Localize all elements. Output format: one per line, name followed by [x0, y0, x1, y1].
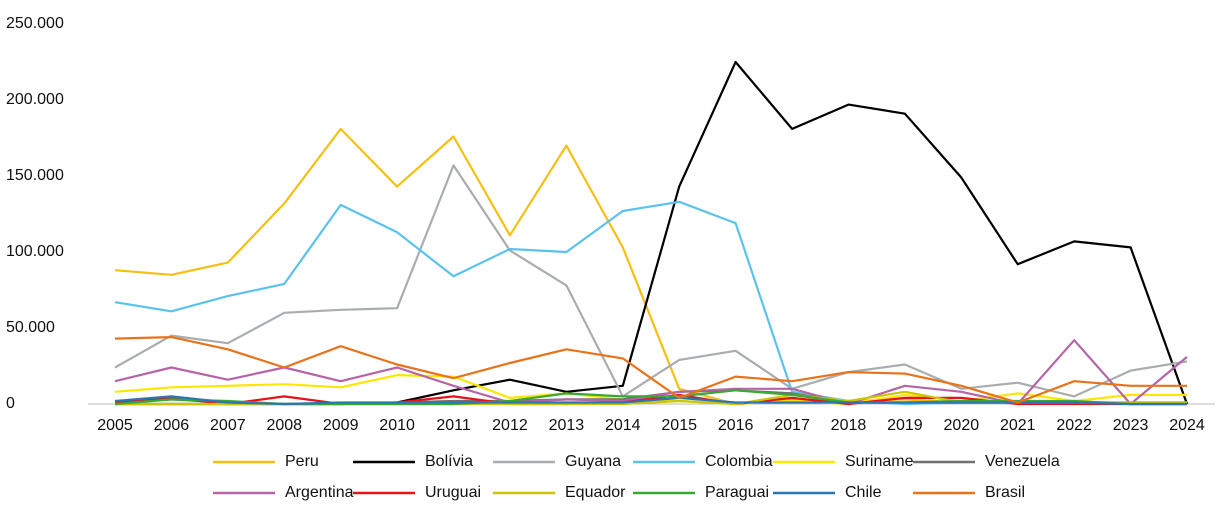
y-tick-label: 0 [6, 395, 15, 412]
legend-label: Venezuela [985, 453, 1060, 470]
y-tick-label: 200.000 [6, 91, 64, 108]
legend-label: Suriname [845, 453, 914, 470]
y-tick-label: 250.000 [6, 15, 64, 32]
legend-label: Equador [565, 484, 626, 501]
x-tick-label: 2017 [774, 417, 810, 434]
y-tick-label: 150.000 [6, 167, 64, 184]
x-tick-label: 2008 [266, 417, 302, 434]
legend-label: Uruguai [425, 484, 481, 501]
x-tick-label: 2006 [154, 417, 190, 434]
x-tick-label: 2012 [492, 417, 528, 434]
x-tick-label: 2022 [1056, 417, 1092, 434]
x-tick-label: 2011 [436, 417, 471, 434]
x-tick-label: 2015 [661, 417, 697, 434]
x-tick-label: 2023 [1113, 417, 1149, 434]
x-tick-label: 2016 [718, 417, 754, 434]
legend-label: Chile [845, 484, 882, 501]
x-tick-label: 2019 [887, 417, 923, 434]
series-line [114, 395, 1187, 406]
y-tick-label: 100.000 [6, 243, 64, 260]
y-tick-label: 50.000 [6, 319, 55, 336]
x-tick-label: 2020 [944, 417, 980, 434]
legend-label: Paraguai [705, 484, 769, 501]
series-line [114, 339, 1188, 406]
legend-label: Guyana [565, 453, 621, 470]
x-tick-label: 2009 [323, 417, 359, 434]
legend-label: Argentina [285, 484, 354, 501]
series-line [115, 60, 1189, 406]
legend-label: Brasil [985, 484, 1025, 501]
series-line [114, 127, 1187, 406]
x-tick-label: 2018 [831, 417, 867, 434]
x-tick-label: 2021 [1000, 417, 1036, 434]
x-tick-label: 2010 [379, 417, 415, 434]
series-line [114, 200, 1187, 406]
x-tick-label: 2007 [210, 417, 246, 434]
legend-label: Bolívia [425, 453, 473, 470]
x-tick-label: 2013 [549, 417, 585, 434]
legend-label: Peru [285, 453, 319, 470]
x-tick-label: 2005 [97, 417, 133, 434]
x-tick-label: 2014 [605, 417, 641, 434]
series-line [114, 336, 1187, 404]
series-line [114, 164, 1188, 398]
x-tick-label: 2024 [1169, 417, 1205, 434]
legend-label: Colombia [705, 453, 773, 470]
